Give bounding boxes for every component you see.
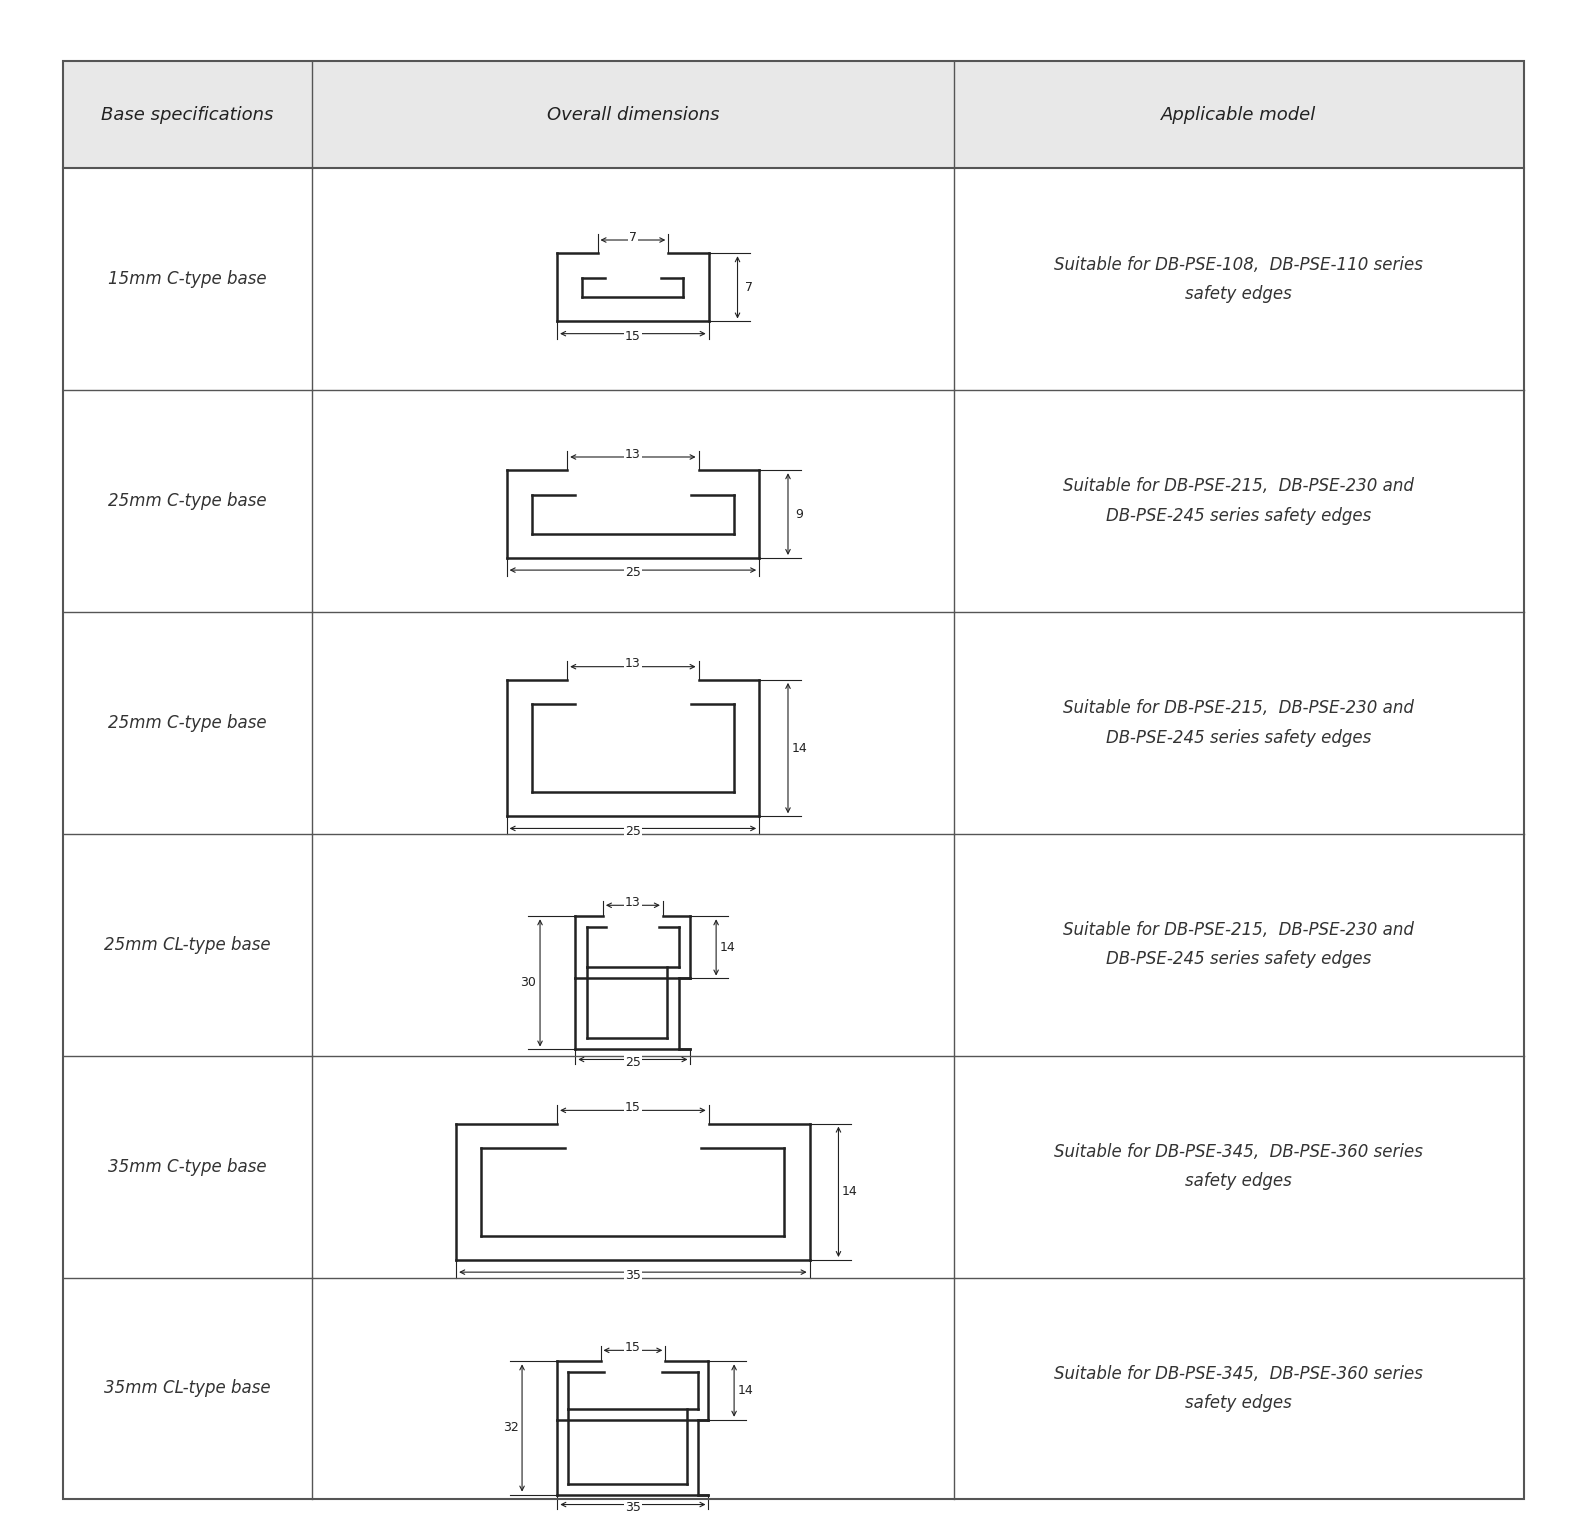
Text: 15mm C-type base: 15mm C-type base [108,271,267,288]
Text: 32: 32 [503,1421,519,1435]
Text: Suitable for DB-PSE-108,  DB-PSE-110 series
safety edges: Suitable for DB-PSE-108, DB-PSE-110 seri… [1054,256,1424,303]
Text: Suitable for DB-PSE-215,  DB-PSE-230 and
DB-PSE-245 series safety edges: Suitable for DB-PSE-215, DB-PSE-230 and … [1063,699,1414,747]
FancyBboxPatch shape [63,61,1524,168]
Text: 25: 25 [625,825,641,838]
Text: 9: 9 [795,508,803,520]
Text: 15: 15 [625,330,641,343]
Text: 25mm CL-type base: 25mm CL-type base [105,936,271,953]
Text: 15: 15 [625,1102,641,1114]
Text: 35mm C-type base: 35mm C-type base [108,1158,267,1175]
Text: Suitable for DB-PSE-345,  DB-PSE-360 series
safety edges: Suitable for DB-PSE-345, DB-PSE-360 seri… [1054,1143,1424,1190]
Text: 14: 14 [792,742,808,754]
Text: Suitable for DB-PSE-215,  DB-PSE-230 and
DB-PSE-245 series safety edges: Suitable for DB-PSE-215, DB-PSE-230 and … [1063,477,1414,525]
Text: Applicable model: Applicable model [1162,106,1317,124]
Text: 13: 13 [625,448,641,461]
Text: 35mm CL-type base: 35mm CL-type base [105,1380,271,1397]
Text: 25mm C-type base: 25mm C-type base [108,493,267,509]
Text: Overall dimensions: Overall dimensions [546,106,719,124]
Text: 14: 14 [738,1385,754,1397]
Text: 13: 13 [625,897,641,909]
Text: 13: 13 [625,658,641,670]
Text: 25mm C-type base: 25mm C-type base [108,715,267,731]
Text: 30: 30 [521,976,536,990]
Text: 7: 7 [628,231,636,243]
Text: Base specifications: Base specifications [102,106,275,124]
Text: Suitable for DB-PSE-215,  DB-PSE-230 and
DB-PSE-245 series safety edges: Suitable for DB-PSE-215, DB-PSE-230 and … [1063,921,1414,968]
Text: 35: 35 [625,1501,641,1513]
Text: 25: 25 [625,566,641,580]
Text: 35: 35 [625,1268,641,1282]
Text: 15: 15 [625,1342,641,1354]
Text: 14: 14 [720,941,735,953]
Text: 7: 7 [744,282,754,294]
Text: Suitable for DB-PSE-345,  DB-PSE-360 series
safety edges: Suitable for DB-PSE-345, DB-PSE-360 seri… [1054,1365,1424,1412]
Text: 25: 25 [625,1056,641,1068]
Text: 14: 14 [843,1186,859,1198]
